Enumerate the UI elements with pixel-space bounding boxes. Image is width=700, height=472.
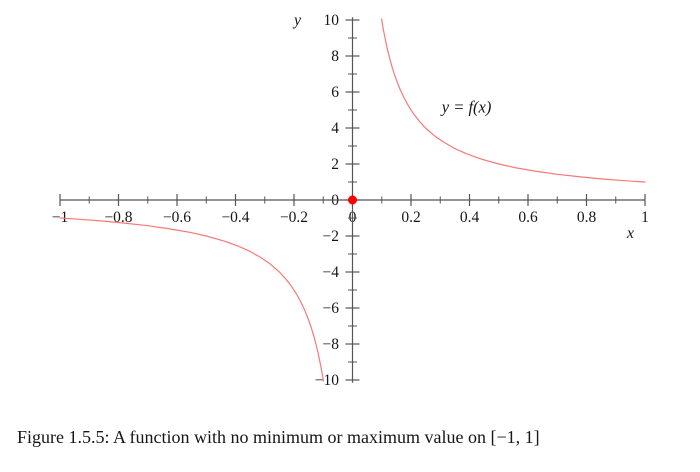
x-tick-label: −0.2 bbox=[280, 209, 308, 226]
x-tick-label: −0.6 bbox=[163, 209, 191, 226]
curve-annotation: y = f(x) bbox=[440, 97, 492, 116]
y-tick-label: −6 bbox=[323, 300, 340, 317]
x-axis-title: x bbox=[626, 225, 634, 242]
x-tick-label: 0.4 bbox=[460, 209, 480, 226]
y-axis-title: y bbox=[292, 12, 302, 29]
x-tick-label: 0.2 bbox=[401, 209, 420, 226]
y-tick-label: 6 bbox=[331, 84, 339, 101]
figure-caption: Figure 1.5.5: A function with no minimum… bbox=[17, 427, 540, 447]
y-tick-label: 2 bbox=[331, 156, 339, 173]
x-tick-label: −0.4 bbox=[221, 209, 249, 226]
y-tick-label: 4 bbox=[331, 120, 339, 137]
y-tick-label: −2 bbox=[323, 228, 340, 245]
y-tick-label: −8 bbox=[323, 336, 340, 353]
plot-canvas: −1−0.8−0.6−0.4−0.200.20.40.60.81−10−8−6−… bbox=[52, 12, 649, 389]
y-tick-label: 8 bbox=[331, 48, 339, 65]
curve-left-branch bbox=[59, 217, 324, 382]
x-tick-label: 0.8 bbox=[577, 209, 597, 226]
x-tick-label: 0.6 bbox=[518, 209, 538, 226]
y-tick-label: −4 bbox=[323, 264, 340, 281]
curve-right-branch bbox=[381, 18, 646, 183]
y-tick-label: −10 bbox=[315, 372, 339, 389]
x-tick-label: 1 bbox=[641, 209, 649, 226]
y-tick-label: 10 bbox=[324, 12, 340, 29]
origin-point bbox=[348, 195, 357, 205]
